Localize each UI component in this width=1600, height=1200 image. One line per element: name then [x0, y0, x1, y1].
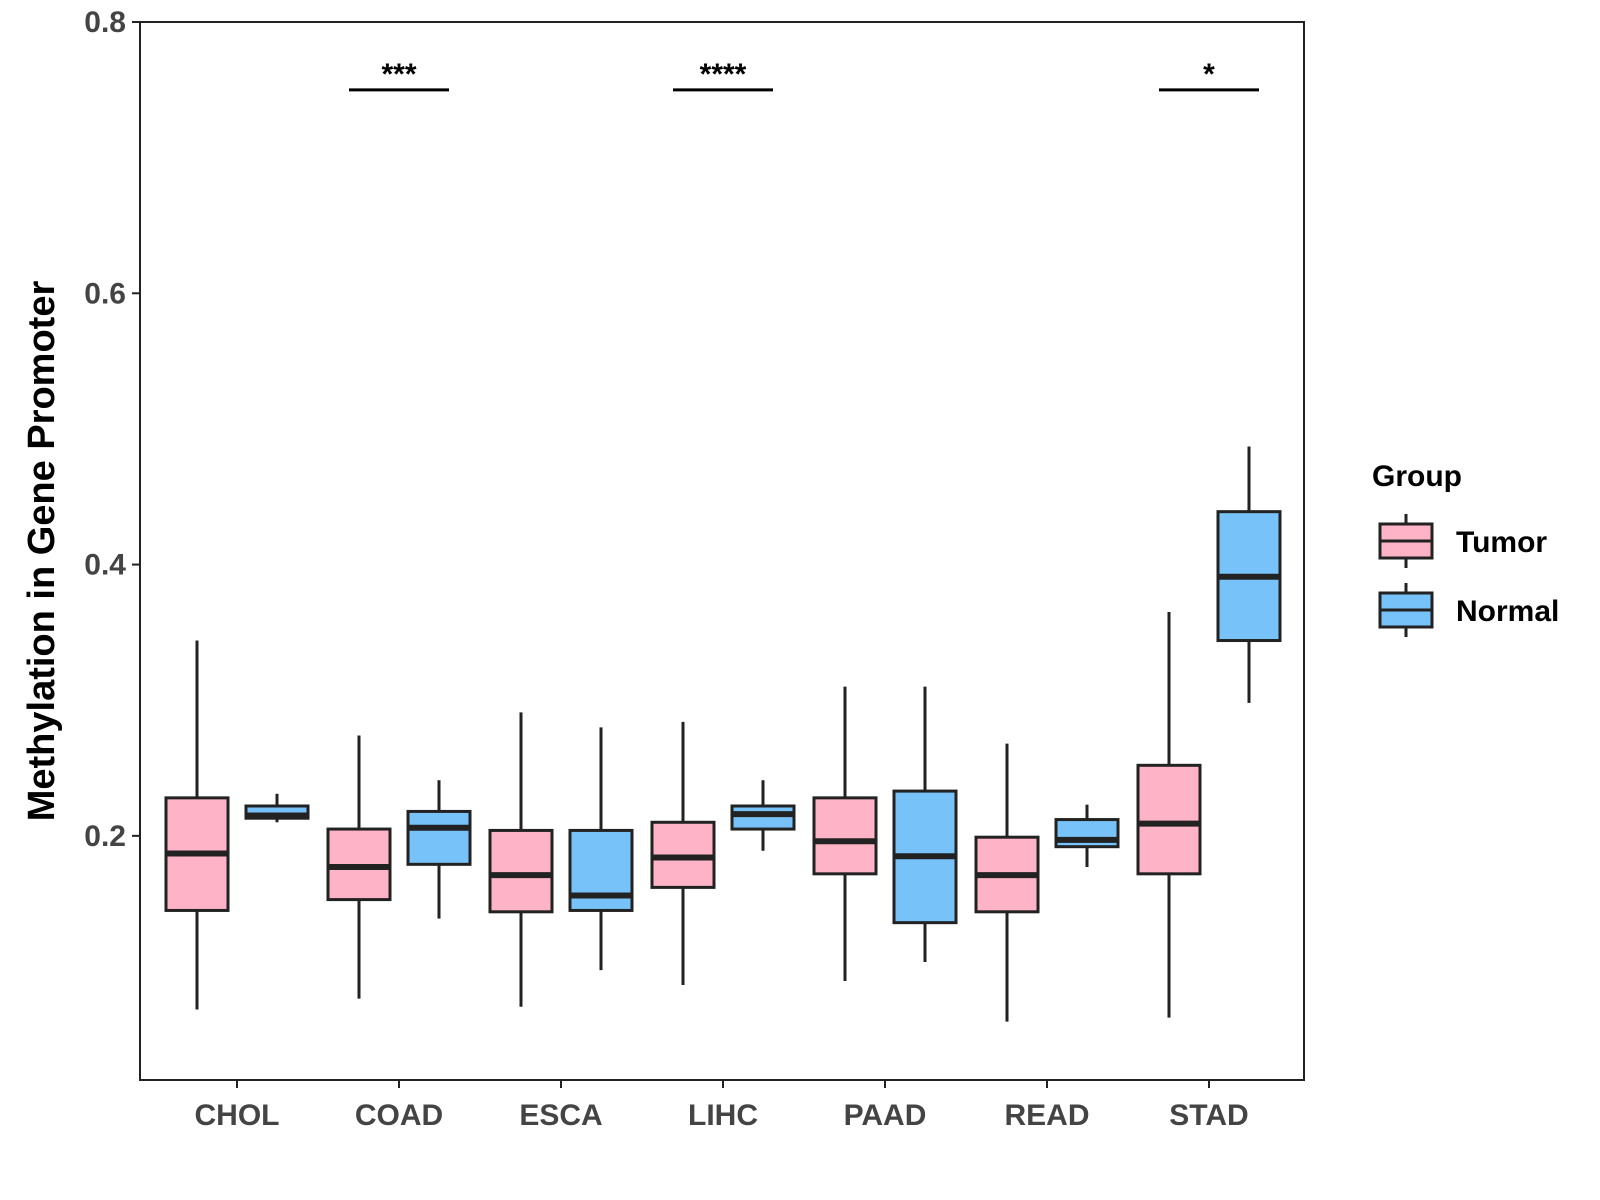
tumor-box-lihc: [650, 721, 716, 986]
x-tick-label: LIHC: [688, 1099, 758, 1132]
box-body: [730, 804, 796, 831]
tumor-box-coad: [326, 735, 392, 999]
tumor-box-read: [974, 743, 1040, 1022]
y-tick-label: 0.4: [84, 549, 126, 582]
x-tick-label: PAAD: [844, 1099, 927, 1132]
normal-box-read: [1054, 804, 1120, 868]
normal-box-coad: [406, 780, 472, 919]
tumor-box-stad: [1136, 612, 1202, 1018]
legend-label: Tumor: [1456, 526, 1547, 559]
legend-key-tumor: [1378, 514, 1434, 568]
box-body: [406, 809, 472, 866]
significance-label: ***: [381, 58, 416, 91]
significance-label: *: [1203, 58, 1215, 91]
normal-box-stad: [1216, 446, 1282, 703]
plot-panel: [139, 21, 1305, 1081]
y-tick-label: 0.6: [84, 277, 126, 310]
tumor-box-paad: [812, 686, 878, 981]
box-body: [488, 828, 554, 914]
significance-annotations: *** **** *: [349, 58, 1259, 92]
y-tick-label: 0.2: [84, 820, 126, 853]
x-tick-label: COAD: [355, 1099, 443, 1132]
legend-label: Normal: [1456, 595, 1559, 628]
tumor-box-chol: [164, 640, 230, 1010]
legend-title: Group: [1372, 460, 1462, 493]
x-axis: CHOL COAD ESCA LIHC PAAD READ STAD: [195, 1080, 1249, 1132]
normal-box-lihc: [730, 780, 796, 851]
x-tick-label: READ: [1004, 1099, 1089, 1132]
x-tick-label: ESCA: [519, 1099, 602, 1132]
legend-key-normal: [1378, 583, 1434, 637]
legend: Group Tumor Normal: [1372, 460, 1559, 637]
x-tick-label: CHOL: [195, 1099, 280, 1132]
x-tick-label: STAD: [1169, 1099, 1248, 1132]
box-series: [164, 446, 1282, 1022]
normal-box-paad: [892, 686, 958, 962]
significance-label: ****: [700, 58, 747, 91]
normal-box-chol: [244, 793, 310, 823]
box-body: [812, 796, 878, 876]
y-axis: 0.2 0.4 0.6 0.8: [84, 6, 140, 853]
y-tick-label: 0.8: [84, 6, 126, 39]
tumor-box-esca: [488, 712, 554, 1007]
y-axis-title: Methylation in Gene Promoter: [21, 281, 63, 822]
normal-box-esca: [568, 727, 634, 971]
box-body: [1136, 763, 1202, 876]
